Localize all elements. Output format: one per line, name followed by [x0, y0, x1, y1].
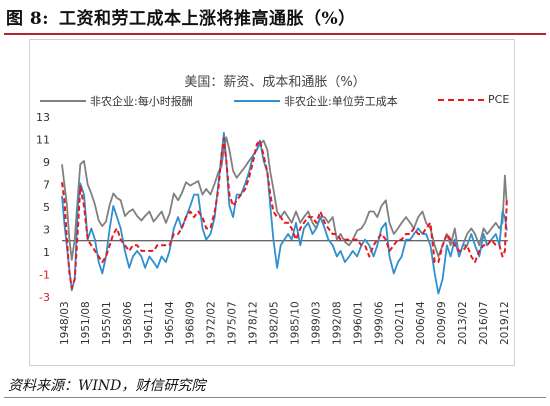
legend-item-pce: PCE: [438, 93, 509, 106]
legend-swatch-compensation: [40, 100, 86, 102]
series-layer: [61, 131, 508, 295]
x-tick-label: 2006/04: [415, 301, 427, 345]
figure-title: 图 8: 工资和劳工成本上涨将推高通胀（%）: [6, 4, 356, 29]
x-tick-label: 1968/09: [185, 301, 197, 345]
x-tick-label: 2013/02: [457, 301, 469, 345]
chart-title: 美国：薪资、成本和通胀（%）: [184, 75, 366, 90]
y-tick-label: -3: [39, 291, 50, 304]
y-tick-label: 9: [43, 156, 50, 169]
series-line-pce: [61, 137, 508, 289]
source-note: 资料来源：WIND，财信研究院: [8, 378, 206, 394]
series-line-compensation: [61, 136, 508, 261]
x-tick-label: 2002/11: [394, 301, 406, 345]
x-tick-label: 1965/04: [164, 301, 176, 345]
figure-number: 图 8:: [6, 9, 50, 29]
x-tick-label: 1961/11: [143, 301, 155, 345]
y-tick-label: 13: [36, 111, 50, 124]
legend-item-compensation: 非农企业:每小时报酬: [40, 93, 193, 109]
title-divider: [4, 33, 546, 35]
legend-swatch-pce: [438, 98, 484, 101]
x-tick-label: 1951/08: [80, 301, 92, 345]
y-tick-label: 7: [43, 179, 50, 192]
x-tick-label: 1978/12: [248, 301, 260, 345]
figure-title-text: 工资和劳工成本上涨将推高通胀（%）: [59, 9, 356, 29]
x-tick-label: 1992/08: [331, 301, 343, 345]
x-tick-label: 1972/02: [206, 301, 218, 345]
y-tick-label: -1: [39, 269, 50, 282]
x-tick-label: 1999/06: [373, 301, 385, 345]
chart-legend: 非农企业:每小时报酬 非农企业:单位劳工成本 PCE: [40, 93, 520, 109]
x-tick-label: 1955/01: [101, 301, 113, 345]
y-tick-label: 11: [36, 134, 50, 147]
legend-item-unit-labor-cost: 非农企业:单位劳工成本: [234, 93, 398, 109]
legend-label-unit-labor-cost: 非农企业:单位劳工成本: [284, 95, 398, 108]
x-tick-label: 1989/03: [310, 301, 322, 345]
y-tick-label: 1: [43, 246, 50, 259]
x-tick-label: 1948/03: [59, 301, 71, 345]
legend-label-pce: PCE: [488, 93, 510, 106]
x-tick-label: 1985/10: [289, 301, 301, 345]
x-tick-label: 1975/07: [227, 301, 239, 345]
x-tick-label: 2016/07: [478, 301, 490, 345]
x-tick-label: 2009/09: [436, 301, 448, 345]
x-tick-label: 1996/01: [352, 301, 364, 345]
legend-swatch-unit-labor-cost: [234, 100, 280, 102]
legend-label-compensation: 非农企业:每小时报酬: [90, 95, 193, 108]
y-tick-label: 5: [43, 201, 50, 214]
x-tick-label: 1982/05: [269, 301, 281, 345]
bottom-divider: [4, 397, 546, 398]
y-tick-label: 3: [43, 224, 50, 237]
x-tick-label: 2019/12: [499, 301, 511, 345]
x-tick-label: 1958/06: [122, 301, 134, 345]
series-line-unit-labor-cost: [61, 131, 508, 295]
